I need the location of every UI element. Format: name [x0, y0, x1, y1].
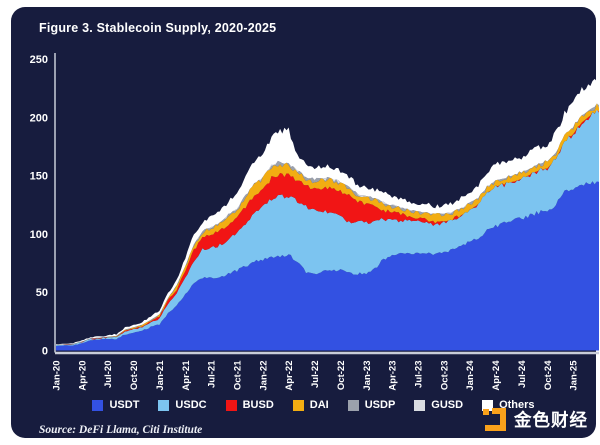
x-axis-tick-label: Apr-21	[181, 360, 192, 391]
x-axis-tick-label: Apr-25	[595, 360, 600, 391]
x-axis-tick-label: Apr-24	[491, 360, 502, 391]
legend-swatch-usdt	[92, 399, 104, 411]
x-axis-tick-label: Oct-21	[233, 360, 244, 390]
legend-item-others: Others	[482, 399, 535, 411]
chart-legend: USDT USDC BUSD DAI USDP GUSD Others	[56, 399, 571, 411]
y-axis-tick-label: 100	[30, 229, 48, 241]
figure-card: Figure 3. Stablecoin Supply, 2020-2025 0…	[11, 7, 600, 438]
legend-label: USDC	[175, 399, 207, 411]
x-axis-tick-label: Jan-23	[362, 361, 373, 391]
x-axis-tick-label: Oct-22	[336, 361, 347, 391]
x-axis-tick-label: Oct-20	[129, 361, 140, 391]
x-axis-tick-label: Jan-25	[569, 360, 580, 391]
legend-swatch-usdc	[158, 399, 170, 411]
legend-item-usdt: USDT	[92, 399, 139, 411]
y-axis-tick-label: 150	[30, 171, 48, 183]
legend-label: BUSD	[242, 399, 274, 411]
jinse-logo-text: 金色财经	[514, 410, 588, 430]
x-axis-tick-label: Jul-20	[103, 361, 114, 388]
area-band-usdt	[56, 181, 599, 351]
x-axis-tick-label: Apr-22	[284, 361, 295, 391]
x-axis-tick-label: Jul-23	[414, 361, 425, 388]
legend-swatch-usdp	[347, 399, 359, 411]
x-axis-tick-label: Apr-23	[388, 361, 399, 391]
legend-item-busd: BUSD	[225, 399, 274, 411]
x-axis-tick-label: Jan-20	[52, 361, 63, 391]
legend-swatch-gusd	[414, 399, 426, 411]
x-axis-tick-label: Oct-24	[543, 360, 554, 390]
legend-item-usdp: USDP	[347, 399, 396, 411]
jinse-finance-watermark: 金色财经	[483, 407, 588, 432]
legend-label: GUSD	[431, 399, 464, 411]
figure-title: Figure 3. Stablecoin Supply, 2020-2025	[39, 21, 277, 35]
legend-label: USDP	[364, 399, 396, 411]
y-axis-tick-label: 250	[30, 54, 48, 66]
x-axis-tick-label: Jul-24	[517, 360, 528, 388]
legend-item-dai: DAI	[292, 399, 329, 411]
x-axis-tick-label: Jul-22	[310, 361, 321, 388]
y-axis-tick-label: 200	[30, 112, 48, 124]
x-axis-tick-label: Jan-24	[465, 360, 476, 391]
legend-swatch-busd	[225, 399, 237, 411]
legend-swatch-others	[482, 399, 494, 411]
source-note: Source: DeFi Llama, Citi Institute	[39, 424, 203, 436]
x-axis-tick-label: Jan-22	[258, 361, 269, 391]
legend-swatch-dai	[292, 399, 304, 411]
legend-item-usdc: USDC	[158, 399, 207, 411]
area-band-usdc	[56, 109, 599, 347]
legend-item-gusd: GUSD	[414, 399, 463, 411]
x-axis-tick-label: Apr-20	[77, 361, 88, 391]
legend-label: DAI	[309, 399, 329, 411]
stablecoin-supply-area-chart: 0 50 100 150 200 250 Jan-20 Apr-20 Jul-20 Oct-20 J…	[30, 53, 600, 391]
x-axis-tick-label: Jul-21	[207, 360, 218, 388]
x-axis-tick-label: Oct-23	[439, 361, 450, 391]
y-axis-tick-label: 50	[36, 287, 48, 299]
y-axis-tick-label: 0	[42, 346, 48, 358]
jinse-logo-icon	[483, 407, 506, 431]
legend-label: USDT	[109, 399, 140, 411]
x-axis-tick-label: Jan-21	[155, 360, 166, 391]
legend-label: Others	[499, 399, 535, 411]
